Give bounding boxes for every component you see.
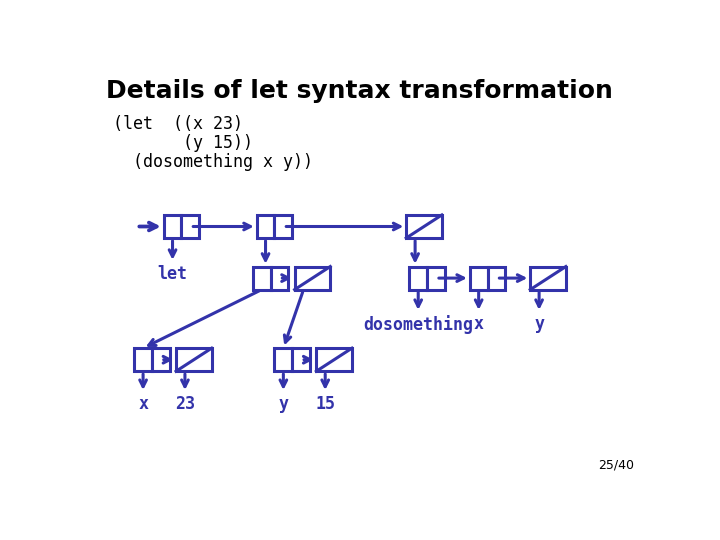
Text: 25/40: 25/40 bbox=[598, 458, 634, 471]
Bar bbox=[176, 348, 212, 372]
Bar bbox=[292, 348, 310, 372]
Text: (dosomething x y)): (dosomething x y)) bbox=[113, 153, 313, 171]
Text: (y 15)): (y 15)) bbox=[113, 134, 253, 152]
Bar bbox=[134, 348, 152, 372]
Text: 15: 15 bbox=[315, 395, 336, 413]
Bar bbox=[294, 267, 330, 289]
Bar bbox=[274, 215, 292, 238]
Bar bbox=[469, 267, 487, 289]
Bar bbox=[253, 267, 271, 289]
Text: y: y bbox=[279, 395, 289, 413]
Text: x: x bbox=[138, 395, 148, 413]
Bar bbox=[256, 215, 274, 238]
Text: Details of let syntax transformation: Details of let syntax transformation bbox=[106, 79, 613, 103]
Bar bbox=[163, 215, 181, 238]
Bar bbox=[427, 267, 445, 289]
Text: y: y bbox=[534, 315, 544, 333]
Bar bbox=[530, 267, 566, 289]
Text: let: let bbox=[158, 265, 187, 283]
Text: 23: 23 bbox=[175, 395, 195, 413]
Text: dosomething: dosomething bbox=[363, 315, 473, 334]
Text: (let  ((x 23): (let ((x 23) bbox=[113, 115, 243, 133]
Text: x: x bbox=[474, 315, 484, 333]
Bar bbox=[316, 348, 352, 372]
Bar bbox=[274, 348, 292, 372]
Bar bbox=[487, 267, 505, 289]
Bar bbox=[181, 215, 199, 238]
Bar bbox=[406, 215, 442, 238]
Bar bbox=[271, 267, 289, 289]
Bar bbox=[409, 267, 427, 289]
Bar bbox=[152, 348, 170, 372]
